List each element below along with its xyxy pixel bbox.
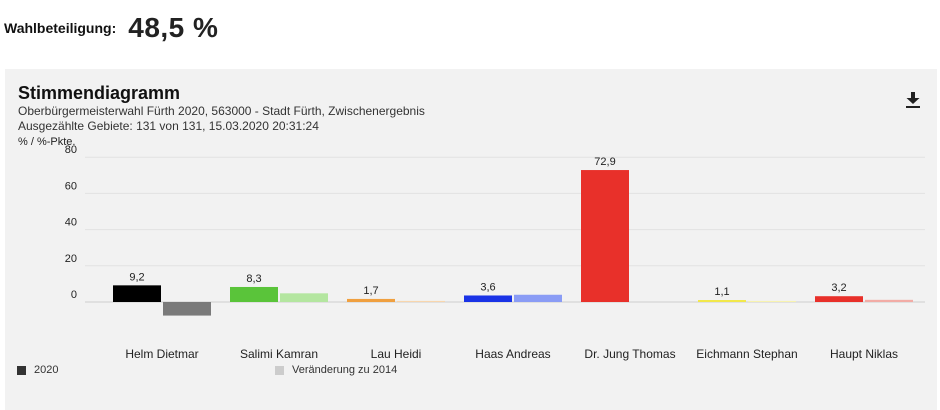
bar-2020 <box>698 300 746 302</box>
turnout-header: Wahlbeteiligung: 48,5 % <box>4 8 218 48</box>
bar-change <box>748 300 796 302</box>
bar-2020 <box>815 296 863 302</box>
legend-item-change[interactable]: Veränderung zu 2014 <box>275 364 397 376</box>
bar-value-label: 1,1 <box>714 286 729 298</box>
bar-value-label: 3,2 <box>831 282 846 294</box>
bar-change <box>163 302 211 316</box>
x-category-label: Eichmann Stephan <box>696 347 797 361</box>
y-tick-label: 20 <box>65 253 77 265</box>
chart-subtitle: Oberbürgermeisterwahl Fürth 2020, 563000… <box>18 104 425 118</box>
download-icon <box>906 92 920 108</box>
x-category-label: Haupt Niklas <box>830 347 898 361</box>
bar-2020 <box>464 295 512 302</box>
legend-label-change: Veränderung zu 2014 <box>292 364 398 376</box>
bar-change <box>865 299 913 302</box>
bar-chart: 0 20 40 60 80 9,2 Helm Dietmar 8,3 Salimi Kamran… <box>65 144 925 361</box>
x-category-label: Haas Andreas <box>475 347 550 361</box>
y-tick-label: 60 <box>65 180 77 192</box>
y-axis-unit: % / %-Pkte. <box>18 136 76 148</box>
legend-swatch-2020 <box>17 365 26 375</box>
bar-value-label: 8,3 <box>246 273 261 285</box>
x-category-label: Helm Dietmar <box>125 347 198 361</box>
bar-change <box>397 300 445 302</box>
legend-item-2020[interactable]: 2020 <box>17 364 58 376</box>
bar-2020 <box>347 298 395 302</box>
chart-counting-status: Ausgezählte Gebiete: 131 von 131, 15.03.… <box>18 119 319 133</box>
x-category-label: Lau Heidi <box>371 347 422 361</box>
turnout-label: Wahlbeteiligung: <box>4 20 117 36</box>
bar-2020 <box>230 286 278 302</box>
x-category-label: Salimi Kamran <box>240 347 318 361</box>
bar-change <box>514 294 562 302</box>
bar-2020 <box>113 285 161 302</box>
turnout-value: 48,5 % <box>128 12 219 43</box>
x-category-label: Dr. Jung Thomas <box>584 347 675 361</box>
bar-value-label: 1,7 <box>363 285 378 297</box>
y-tick-label: 0 <box>71 289 77 301</box>
bar-2020 <box>581 170 629 302</box>
bar-value-label: 3,6 <box>480 281 495 293</box>
bar-value-label: 9,2 <box>129 271 144 283</box>
chart-panel: 0 20 40 60 80 9,2 Helm Dietmar 8,3 Salimi Kamran… <box>5 69 937 410</box>
chart-title: Stimmendiagramm <box>18 83 181 103</box>
bar-change <box>280 293 328 302</box>
legend-label-2020: 2020 <box>34 364 59 376</box>
bar-value-label: 72,9 <box>594 156 615 168</box>
legend-swatch-change <box>275 365 284 375</box>
y-tick-label: 40 <box>65 217 77 229</box>
y-tick-label: 80 <box>65 144 77 156</box>
download-button[interactable] <box>905 91 921 109</box>
